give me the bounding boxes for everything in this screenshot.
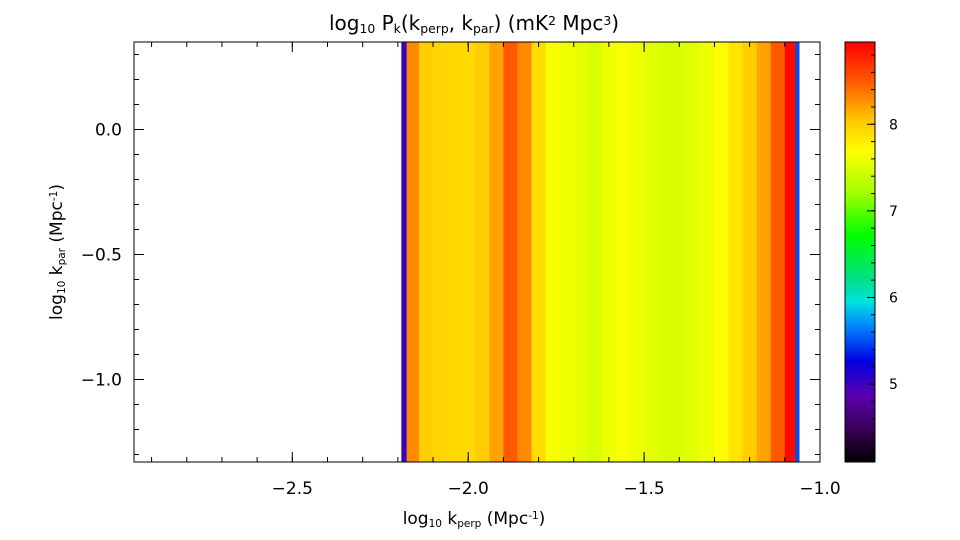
heatmap (401, 42, 800, 462)
heatmap-cell (587, 42, 603, 462)
heatmap-cell (700, 42, 716, 462)
heatmap-cell (756, 42, 772, 462)
heatmap-cell (770, 42, 786, 462)
colorbar-tick-label: 8 (889, 117, 898, 133)
heatmap-cell (447, 42, 462, 462)
x-axis: −2.5 −2.0 −1.5 −1.0 (151, 42, 841, 499)
y-axis-label: log10 kpar (Mpc-1) (47, 184, 68, 320)
heatmap-cell (531, 42, 547, 462)
heatmap-cell (489, 42, 504, 462)
heatmap-cell (672, 42, 687, 462)
heatmap-cell (503, 42, 519, 462)
y-tick-label: 0.0 (95, 121, 122, 141)
heatmap-cell (433, 42, 448, 462)
heatmap-cell (795, 42, 800, 462)
heatmap-cell (573, 42, 589, 462)
heatmap-cell (630, 42, 645, 462)
heatmap-cell (475, 42, 490, 462)
heatmap-cell (559, 42, 575, 462)
heatmap-cell (517, 42, 533, 462)
heatmap-cell (742, 42, 758, 462)
y-tick-label: −1.0 (81, 371, 122, 391)
heatmap-cell (714, 42, 730, 462)
heatmap-cell (728, 42, 744, 462)
chart-title: log10 Pk(kperp, kpar) (mK2 Mpc3) (329, 11, 619, 36)
heatmap-cell (658, 42, 673, 462)
y-tick-label: −0.5 (81, 246, 122, 266)
colorbar-tick-label: 7 (889, 204, 898, 220)
heatmap-cell (644, 42, 659, 462)
plot-frame (133, 41, 821, 463)
heatmap-cell (406, 42, 420, 462)
x-tick-label: −2.0 (448, 479, 489, 499)
colorbar-tick-label: 6 (889, 290, 898, 306)
x-axis-label: log10 kperp (Mpc-1) (403, 509, 546, 530)
x-tick-label: −1.5 (623, 479, 664, 499)
y-axis: 0.0 −0.5 −1.0 (81, 54, 820, 455)
colorbar (844, 41, 876, 463)
heatmap-cell (601, 42, 617, 462)
heatmap-cell (461, 42, 476, 462)
x-tick-label: −2.5 (272, 479, 313, 499)
colorbar-ticks: 5 6 7 8 (867, 54, 898, 454)
heatmap-cell (784, 42, 796, 462)
heatmap-cell (615, 42, 631, 462)
heatmap-cell (686, 42, 701, 462)
heatmap-cell (401, 42, 408, 462)
x-tick-label: −1.0 (799, 479, 840, 499)
heatmap-cell (418, 42, 434, 462)
heatmap-cell (545, 42, 561, 462)
colorbar-tick-label: 5 (889, 377, 898, 393)
